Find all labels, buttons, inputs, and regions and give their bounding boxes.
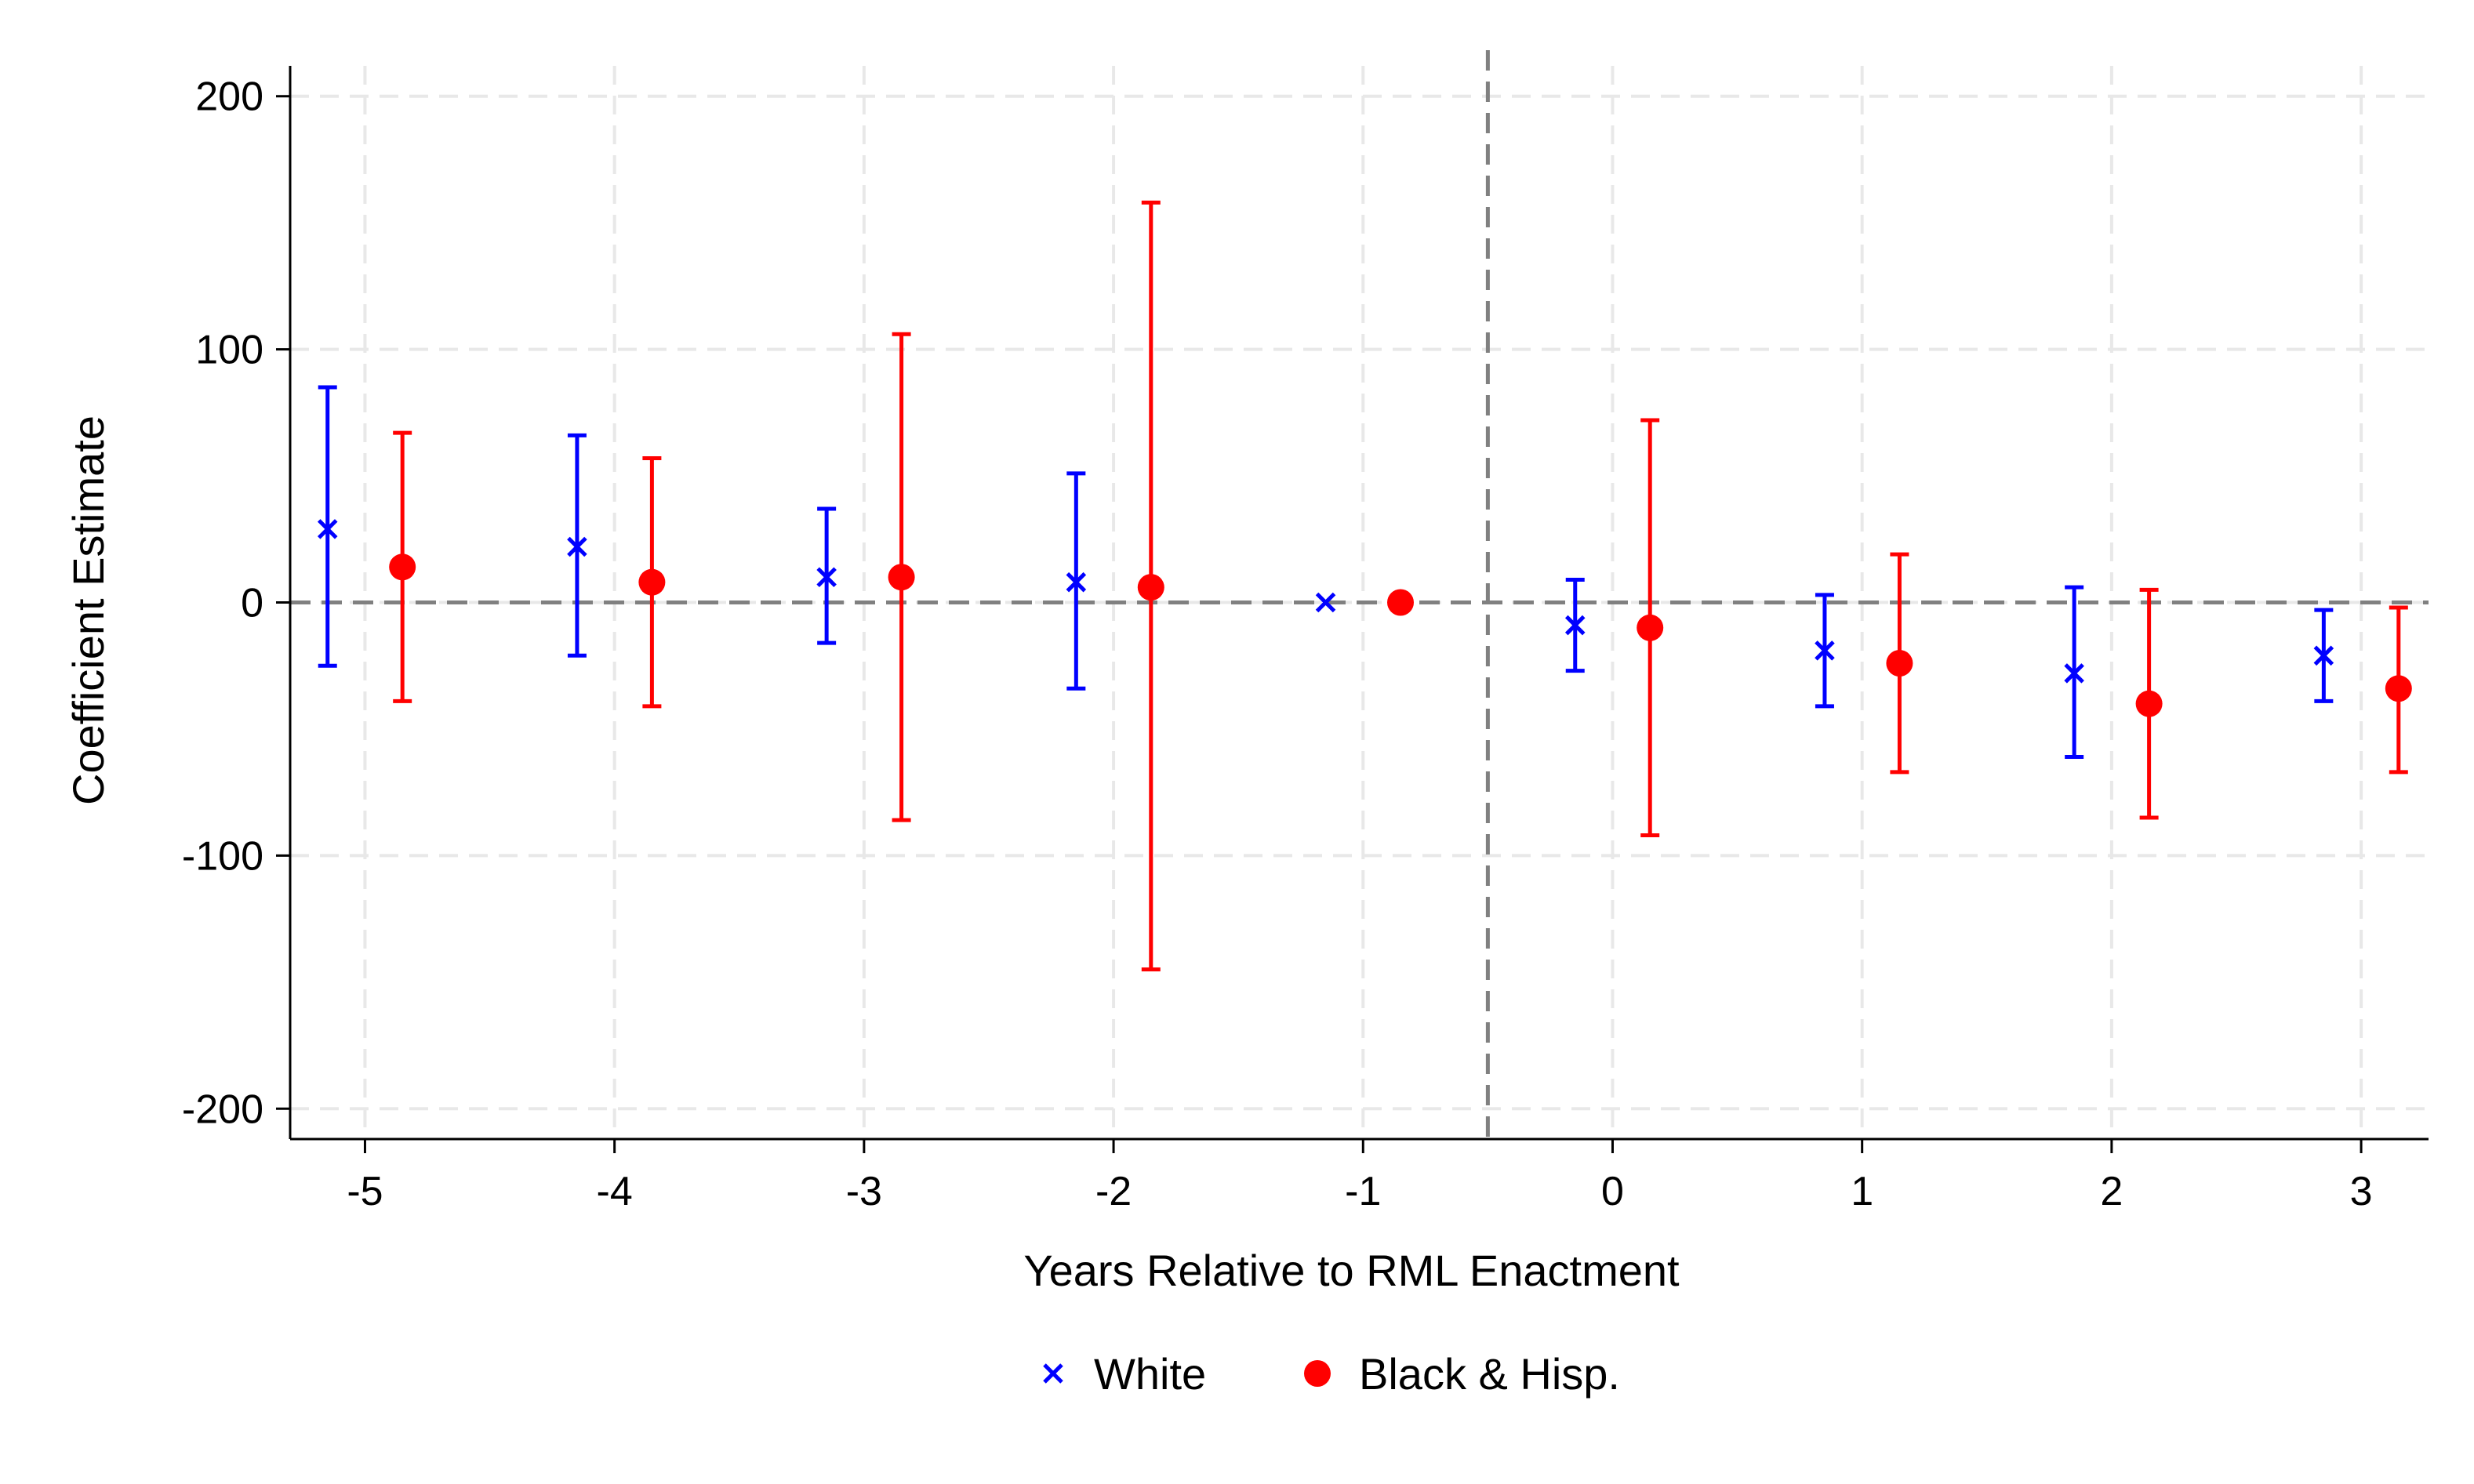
series-marks: [317, 200, 2412, 972]
y-tick-label: 0: [241, 581, 263, 626]
marker-stroke: [1815, 640, 1835, 661]
x-tick-label: 1: [1851, 1169, 1873, 1214]
point-estimate: [2064, 663, 2084, 684]
legend-marker-white: [1043, 1363, 1063, 1384]
marker-stroke: [317, 519, 338, 539]
point-estimate: [389, 553, 416, 581]
legend: White Black & Hisp.: [1043, 1349, 1620, 1399]
legend-marker-black-hisp: [1304, 1360, 1331, 1387]
point-estimate: [1387, 589, 1415, 616]
marker-stroke: [567, 536, 587, 557]
legend-label-black-hisp: Black & Hisp.: [1359, 1349, 1620, 1399]
x-tick-label: 2: [2100, 1169, 2123, 1214]
y-tick-label: -200: [182, 1087, 263, 1132]
series-white: [317, 385, 2334, 759]
point-estimate: [816, 567, 837, 587]
x-tick-label: 0: [1601, 1169, 1624, 1214]
point-estimate: [1066, 571, 1087, 593]
x-tick-label: 3: [2350, 1169, 2373, 1214]
point-estimate: [888, 564, 915, 591]
marker-stroke: [1315, 592, 1336, 613]
x-tick-label: -1: [1345, 1169, 1381, 1214]
y-tick-label: 200: [195, 74, 263, 120]
x-tick-label: -3: [846, 1169, 882, 1214]
point-estimate: [2313, 645, 2334, 666]
point-estimate: [1886, 649, 1913, 677]
point-estimate: [1637, 614, 1664, 641]
series-black-hisp: [389, 200, 2412, 972]
reference-lines: [290, 50, 2429, 1139]
x-tick-label: -2: [1095, 1169, 1132, 1214]
point-estimate: [1564, 615, 1586, 636]
legend-label-white: White: [1094, 1349, 1206, 1399]
y-tick-label: 100: [195, 328, 263, 373]
x-tick-label: -4: [597, 1169, 633, 1214]
y-axis-title: Coefficient Estimate: [64, 415, 113, 805]
marker-stroke: [816, 567, 837, 587]
marker-stroke: [2313, 645, 2334, 666]
marker-stroke: [1043, 1363, 1063, 1384]
marker-stroke: [1564, 615, 1586, 636]
x-axis-title: Years Relative to RML Enactment: [1023, 1246, 1680, 1295]
x-tick-label: -5: [347, 1169, 383, 1214]
legend-marker-symbol: [1304, 1360, 1331, 1387]
point-estimate: [317, 519, 338, 539]
y-tick-label: -100: [182, 833, 263, 879]
point-estimate: [2135, 690, 2163, 717]
marker-stroke: [1066, 571, 1087, 593]
point-estimate: [2385, 675, 2412, 702]
point-estimate: [1137, 574, 1164, 601]
point-estimate: [567, 536, 587, 557]
point-estimate: [1815, 640, 1835, 661]
point-estimate: [638, 568, 666, 596]
point-estimate: [1315, 592, 1336, 613]
marker-stroke: [2064, 663, 2084, 684]
axis-ticks: -200 -100 0 100 200 -5 -4 -3 -2 -1 0 1 2 3: [182, 74, 2373, 1214]
legend-marker-symbol: [1043, 1363, 1063, 1384]
